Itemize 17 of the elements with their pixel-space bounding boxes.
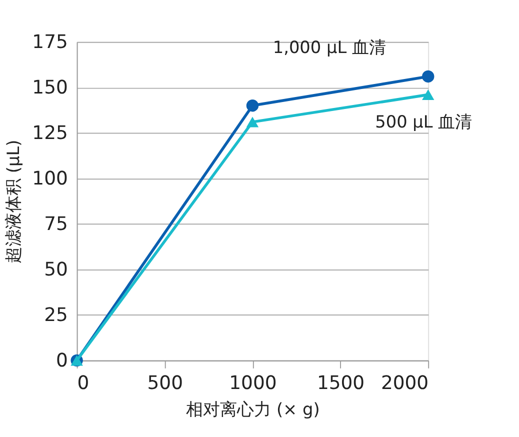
y-tick-label: 175	[32, 32, 68, 53]
x-tick-label: 1000	[229, 373, 277, 394]
y-tick-label: 125	[32, 123, 68, 144]
series-label: 500 μL 血清	[375, 111, 472, 132]
x-tick-label: 1500	[316, 373, 365, 394]
series-label: 1,000 μL 血清	[272, 37, 386, 58]
y-tick-label: 100	[32, 168, 68, 190]
y-axis-title: 超滤液体积 (μL)	[3, 140, 24, 264]
x-axis-title: 相对离心力 (× g)	[186, 399, 320, 420]
y-tick-label: 150	[32, 78, 68, 98]
x-tick-label: 2000	[380, 373, 429, 394]
y-tick-label: 0	[56, 350, 68, 372]
y-tick-label: 75	[44, 214, 68, 236]
y-tick-label: 50	[44, 260, 68, 281]
x-tick-label: 0	[77, 373, 90, 394]
y-tick-label: 25	[44, 305, 68, 326]
x-tick-label: 500	[147, 373, 183, 394]
